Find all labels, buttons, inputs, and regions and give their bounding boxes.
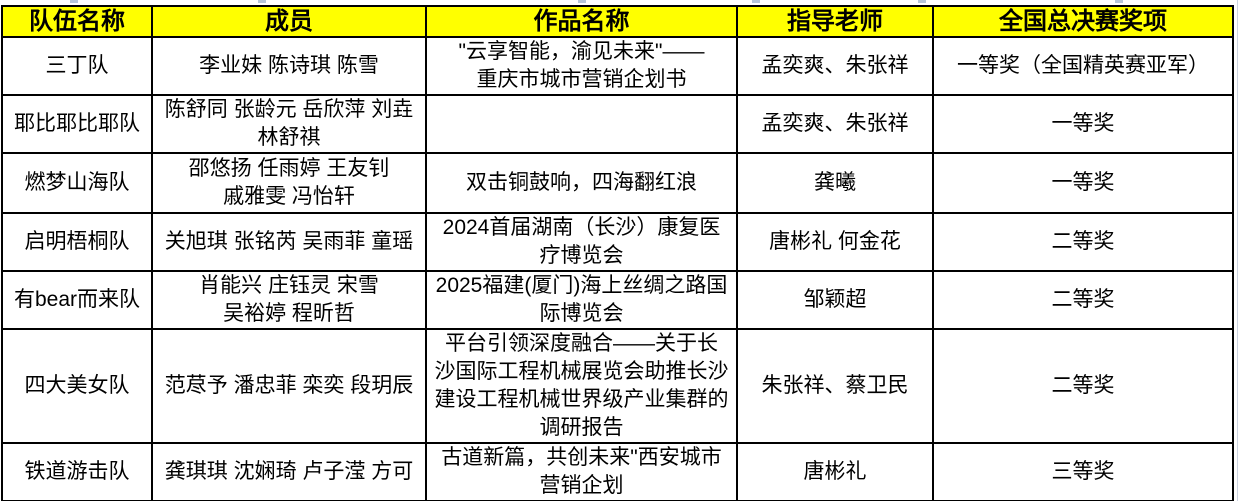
table-row: 有bear而来队 肖能兴 庄钰灵 宋雪 吴裕婷 程昕哲 2025福建(厦门)海上… (1, 270, 1234, 330)
table-row: 耶比耶比耶队 陈舒同 张龄元 岳欣萍 刘垚 林舒祺 孟奕爽、朱张祥 一等奖 (1, 94, 1234, 154)
members-cell[interactable]: 李业妹 陈诗琪 陈雪 (151, 36, 427, 96)
table-row: 启明梧桐队 关旭琪 张铭芮 吴雨菲 童瑶 2024首届湖南（长沙）康复医 疗博览… (1, 212, 1234, 272)
table-row: 四大美女队 范荩予 潘忠菲 栾奕 段玥辰 平台引领深度融合——关于长 沙国际工程… (1, 328, 1234, 444)
gridline-artifact (752, 0, 760, 3)
table-row: 燃梦山海队 邵悠扬 任雨婷 王友钊 戚雅雯 冯怡轩 双击铜鼓响，四海翻红浪 龚曦… (1, 152, 1234, 214)
award-cell[interactable]: 二等奖 (932, 328, 1234, 444)
table-row: 铁道游击队 龚琪琪 沈娴琦 卢子滢 方可 古道新篇，共创未来"西安城市 营销企划… (1, 442, 1234, 501)
gridline-artifact (70, 0, 78, 3)
gridline-artifact (258, 0, 266, 3)
advisor-cell[interactable]: 龚曦 (736, 152, 934, 214)
advisor-cell[interactable]: 唐彬礼 何金花 (736, 212, 934, 272)
column-header-work[interactable]: 作品名称 (425, 5, 738, 38)
members-cell[interactable]: 范荩予 潘忠菲 栾奕 段玥辰 (151, 328, 427, 444)
work-cell[interactable]: "云享智能，渝见未来"—— 重庆市城市营销企划书 (425, 36, 738, 96)
work-cell[interactable]: 2024首届湖南（长沙）康复医 疗博览会 (425, 212, 738, 272)
column-header-team[interactable]: 队伍名称 (1, 5, 153, 38)
members-cell[interactable]: 陈舒同 张龄元 岳欣萍 刘垚 林舒祺 (151, 94, 427, 154)
award-cell[interactable]: 二等奖 (932, 270, 1234, 330)
team-cell[interactable]: 启明梧桐队 (1, 212, 153, 272)
gridline-artifact (918, 0, 926, 3)
header-row: 队伍名称 成员 作品名称 指导老师 全国总决赛奖项 (1, 5, 1234, 38)
award-cell[interactable]: 一等奖 (932, 94, 1234, 154)
advisor-cell[interactable]: 孟奕爽、朱张祥 (736, 94, 934, 154)
awards-table: 队伍名称 成员 作品名称 指导老师 全国总决赛奖项 三丁队 李业妹 陈诗琪 陈雪… (1, 5, 1234, 501)
members-cell[interactable]: 龚琪琪 沈娴琦 卢子滢 方可 (151, 442, 427, 501)
advisor-cell[interactable]: 孟奕爽、朱张祥 (736, 36, 934, 96)
team-cell[interactable]: 有bear而来队 (1, 270, 153, 330)
award-cell[interactable]: 二等奖 (932, 212, 1234, 272)
advisor-cell[interactable]: 朱张祥、蔡卫民 (736, 328, 934, 444)
work-cell[interactable]: 2025福建(厦门)海上丝绸之路国 际博览会 (425, 270, 738, 330)
award-cell[interactable]: 三等奖 (932, 442, 1234, 501)
members-cell[interactable]: 关旭琪 张铭芮 吴雨菲 童瑶 (151, 212, 427, 272)
team-cell[interactable]: 耶比耶比耶队 (1, 94, 153, 154)
award-cell[interactable]: 一等奖（全国精英赛亚军） (932, 36, 1234, 96)
work-cell[interactable]: 双击铜鼓响，四海翻红浪 (425, 152, 738, 214)
column-header-award[interactable]: 全国总决赛奖项 (932, 5, 1234, 38)
team-cell[interactable]: 四大美女队 (1, 328, 153, 444)
table-row: 三丁队 李业妹 陈诗琪 陈雪 "云享智能，渝见未来"—— 重庆市城市营销企划书 … (1, 36, 1234, 96)
column-header-advisor[interactable]: 指导老师 (736, 5, 934, 38)
advisor-cell[interactable]: 邹颖超 (736, 270, 934, 330)
column-header-members[interactable]: 成员 (151, 5, 427, 38)
gridline-artifact (578, 0, 586, 3)
gridline-artifact (1115, 0, 1123, 3)
advisor-cell[interactable]: 唐彬礼 (736, 442, 934, 501)
team-cell[interactable]: 燃梦山海队 (1, 152, 153, 214)
work-cell[interactable] (425, 94, 738, 154)
members-cell[interactable]: 邵悠扬 任雨婷 王友钊 戚雅雯 冯怡轩 (151, 152, 427, 214)
work-cell[interactable]: 平台引领深度融合——关于长 沙国际工程机械展览会助推长沙 建设工程机械世界级产业… (425, 328, 738, 444)
team-cell[interactable]: 三丁队 (1, 36, 153, 96)
work-cell[interactable]: 古道新篇，共创未来"西安城市 营销企划 (425, 442, 738, 501)
members-cell[interactable]: 肖能兴 庄钰灵 宋雪 吴裕婷 程昕哲 (151, 270, 427, 330)
team-cell[interactable]: 铁道游击队 (1, 442, 153, 501)
award-cell[interactable]: 一等奖 (932, 152, 1234, 214)
sheet-gridline (1237, 0, 1238, 501)
